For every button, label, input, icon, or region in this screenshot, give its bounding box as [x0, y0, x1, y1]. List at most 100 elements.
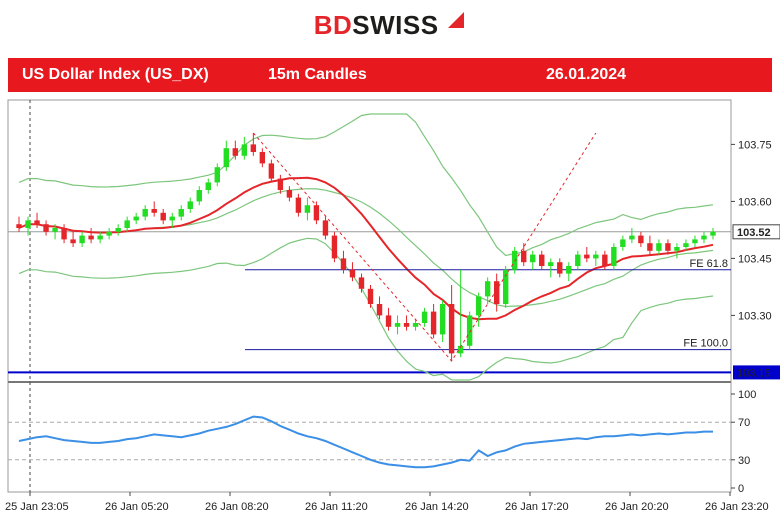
candle-body [52, 228, 58, 232]
candle-body [214, 167, 220, 183]
instrument-title: US Dollar Index (US_DX) [22, 66, 209, 83]
candle-body [97, 235, 103, 240]
chart-frame [7, 99, 732, 493]
candle-body [205, 182, 211, 190]
candle-body [701, 235, 707, 240]
fib-level-label: FE 61.8 [689, 258, 728, 270]
candle-body [448, 304, 455, 354]
candle-body [421, 311, 428, 323]
chart-header-bar: US Dollar Index (US_DX) 15m Candles 26.0… [8, 58, 772, 92]
candle-body [340, 258, 347, 270]
bollinger-middle-band [18, 188, 714, 308]
candle-body [223, 148, 230, 168]
line-price-label: 103.15 [737, 367, 771, 379]
candle-body [304, 205, 311, 213]
candle-body [277, 178, 284, 190]
candle-body [79, 235, 85, 244]
candle-body [376, 304, 383, 316]
candle-body [178, 209, 184, 217]
candle-body [16, 224, 22, 228]
brand-logo: BDSWISS [0, 10, 780, 41]
candle-body [566, 266, 572, 274]
candle-body [106, 231, 112, 236]
candle-body [241, 144, 248, 156]
candle-body [349, 269, 356, 278]
candle-body [313, 205, 320, 221]
candle-body [439, 304, 446, 335]
candle-body [403, 323, 410, 327]
time-axis-tick-label: 26 Jan 08:20 [205, 501, 269, 513]
candle-body [557, 262, 563, 274]
rsi-axis-tick-label: 70 [738, 417, 750, 429]
time-axis-tick-label: 26 Jan 17:20 [505, 501, 569, 513]
candle-body [331, 235, 338, 259]
axis-labels: 103.75 103.60 103.45 103.30 103.52 103.15 100 7… [5, 139, 780, 513]
candle-body [674, 247, 680, 251]
triangle-arrow-icon [448, 12, 465, 28]
rsi-axis-tick-label: 0 [738, 483, 744, 495]
candle-body [656, 243, 662, 251]
candle-body [593, 254, 599, 259]
candle-body [602, 254, 608, 266]
candle-body [575, 254, 581, 266]
candle-body [160, 212, 166, 221]
candle-body [151, 209, 157, 213]
candle-body [692, 239, 698, 244]
candle-body [268, 163, 275, 179]
candle-body [133, 216, 139, 221]
main-panel: FE 61.8 FE 100.0 [8, 113, 731, 381]
fib-expansion-zigzag [252, 132, 597, 362]
candle-body [512, 250, 518, 270]
bollinger-upper-band [18, 113, 714, 257]
rsi-axis-tick-label: 30 [738, 455, 750, 467]
price-axis-tick-label: 103.45 [738, 253, 772, 265]
candle-body [412, 323, 419, 327]
time-axis-tick-label: 26 Jan 23:20 [705, 501, 769, 513]
rsi-panel [8, 415, 731, 469]
candle-body [683, 243, 689, 247]
rsi-axis-tick-label: 100 [738, 389, 756, 401]
candle-body [475, 296, 482, 316]
candle-body [647, 243, 653, 251]
price-axis-tick-label: 103.30 [738, 310, 772, 322]
candle-body [620, 239, 626, 247]
candle-body [187, 201, 193, 209]
candle-body [466, 315, 473, 346]
candle-body [484, 281, 491, 297]
current-price-label: 103.52 [737, 227, 771, 239]
candle-body [539, 254, 545, 266]
time-axis-tick-label: 26 Jan 14:20 [405, 501, 469, 513]
candle-body [611, 247, 617, 266]
candle-body [530, 254, 536, 263]
candle-body [394, 323, 401, 327]
current-price-badge [732, 224, 780, 240]
candle-body [322, 220, 329, 236]
candle-body [34, 220, 40, 225]
candle-body [584, 254, 590, 259]
time-axis-tick-label: 25 Jan 23:05 [5, 501, 69, 513]
candle-body [70, 239, 76, 244]
candle-body [665, 243, 671, 251]
rsi-line [18, 415, 713, 469]
date-label: 26.01.2024 [546, 66, 627, 83]
price-chart: FE 61.8 FE 100.0 103.75 103.60 103.45 103.30… [5, 99, 780, 513]
candle-body [638, 235, 644, 244]
time-axis-tick-label: 26 Jan 20:20 [605, 501, 669, 513]
candle-body [88, 235, 94, 240]
timeframe-label: 15m Candles [268, 66, 367, 83]
candle-body [232, 148, 239, 156]
candle-body [142, 209, 148, 217]
fib-level-label: FE 100.0 [683, 338, 728, 350]
candle-body [295, 197, 302, 213]
candle-body [548, 262, 554, 266]
candle-body [250, 144, 257, 152]
candle-body [457, 345, 464, 354]
candle-body [169, 216, 175, 221]
time-axis-tick-label: 26 Jan 11:20 [305, 501, 368, 513]
candle-body [115, 228, 121, 232]
candle-body [358, 277, 365, 289]
candle-body [25, 220, 31, 228]
brand-name-part1: BD [313, 10, 353, 40]
candle-body [385, 315, 392, 327]
time-axis-tick-label: 26 Jan 05:20 [105, 501, 169, 513]
